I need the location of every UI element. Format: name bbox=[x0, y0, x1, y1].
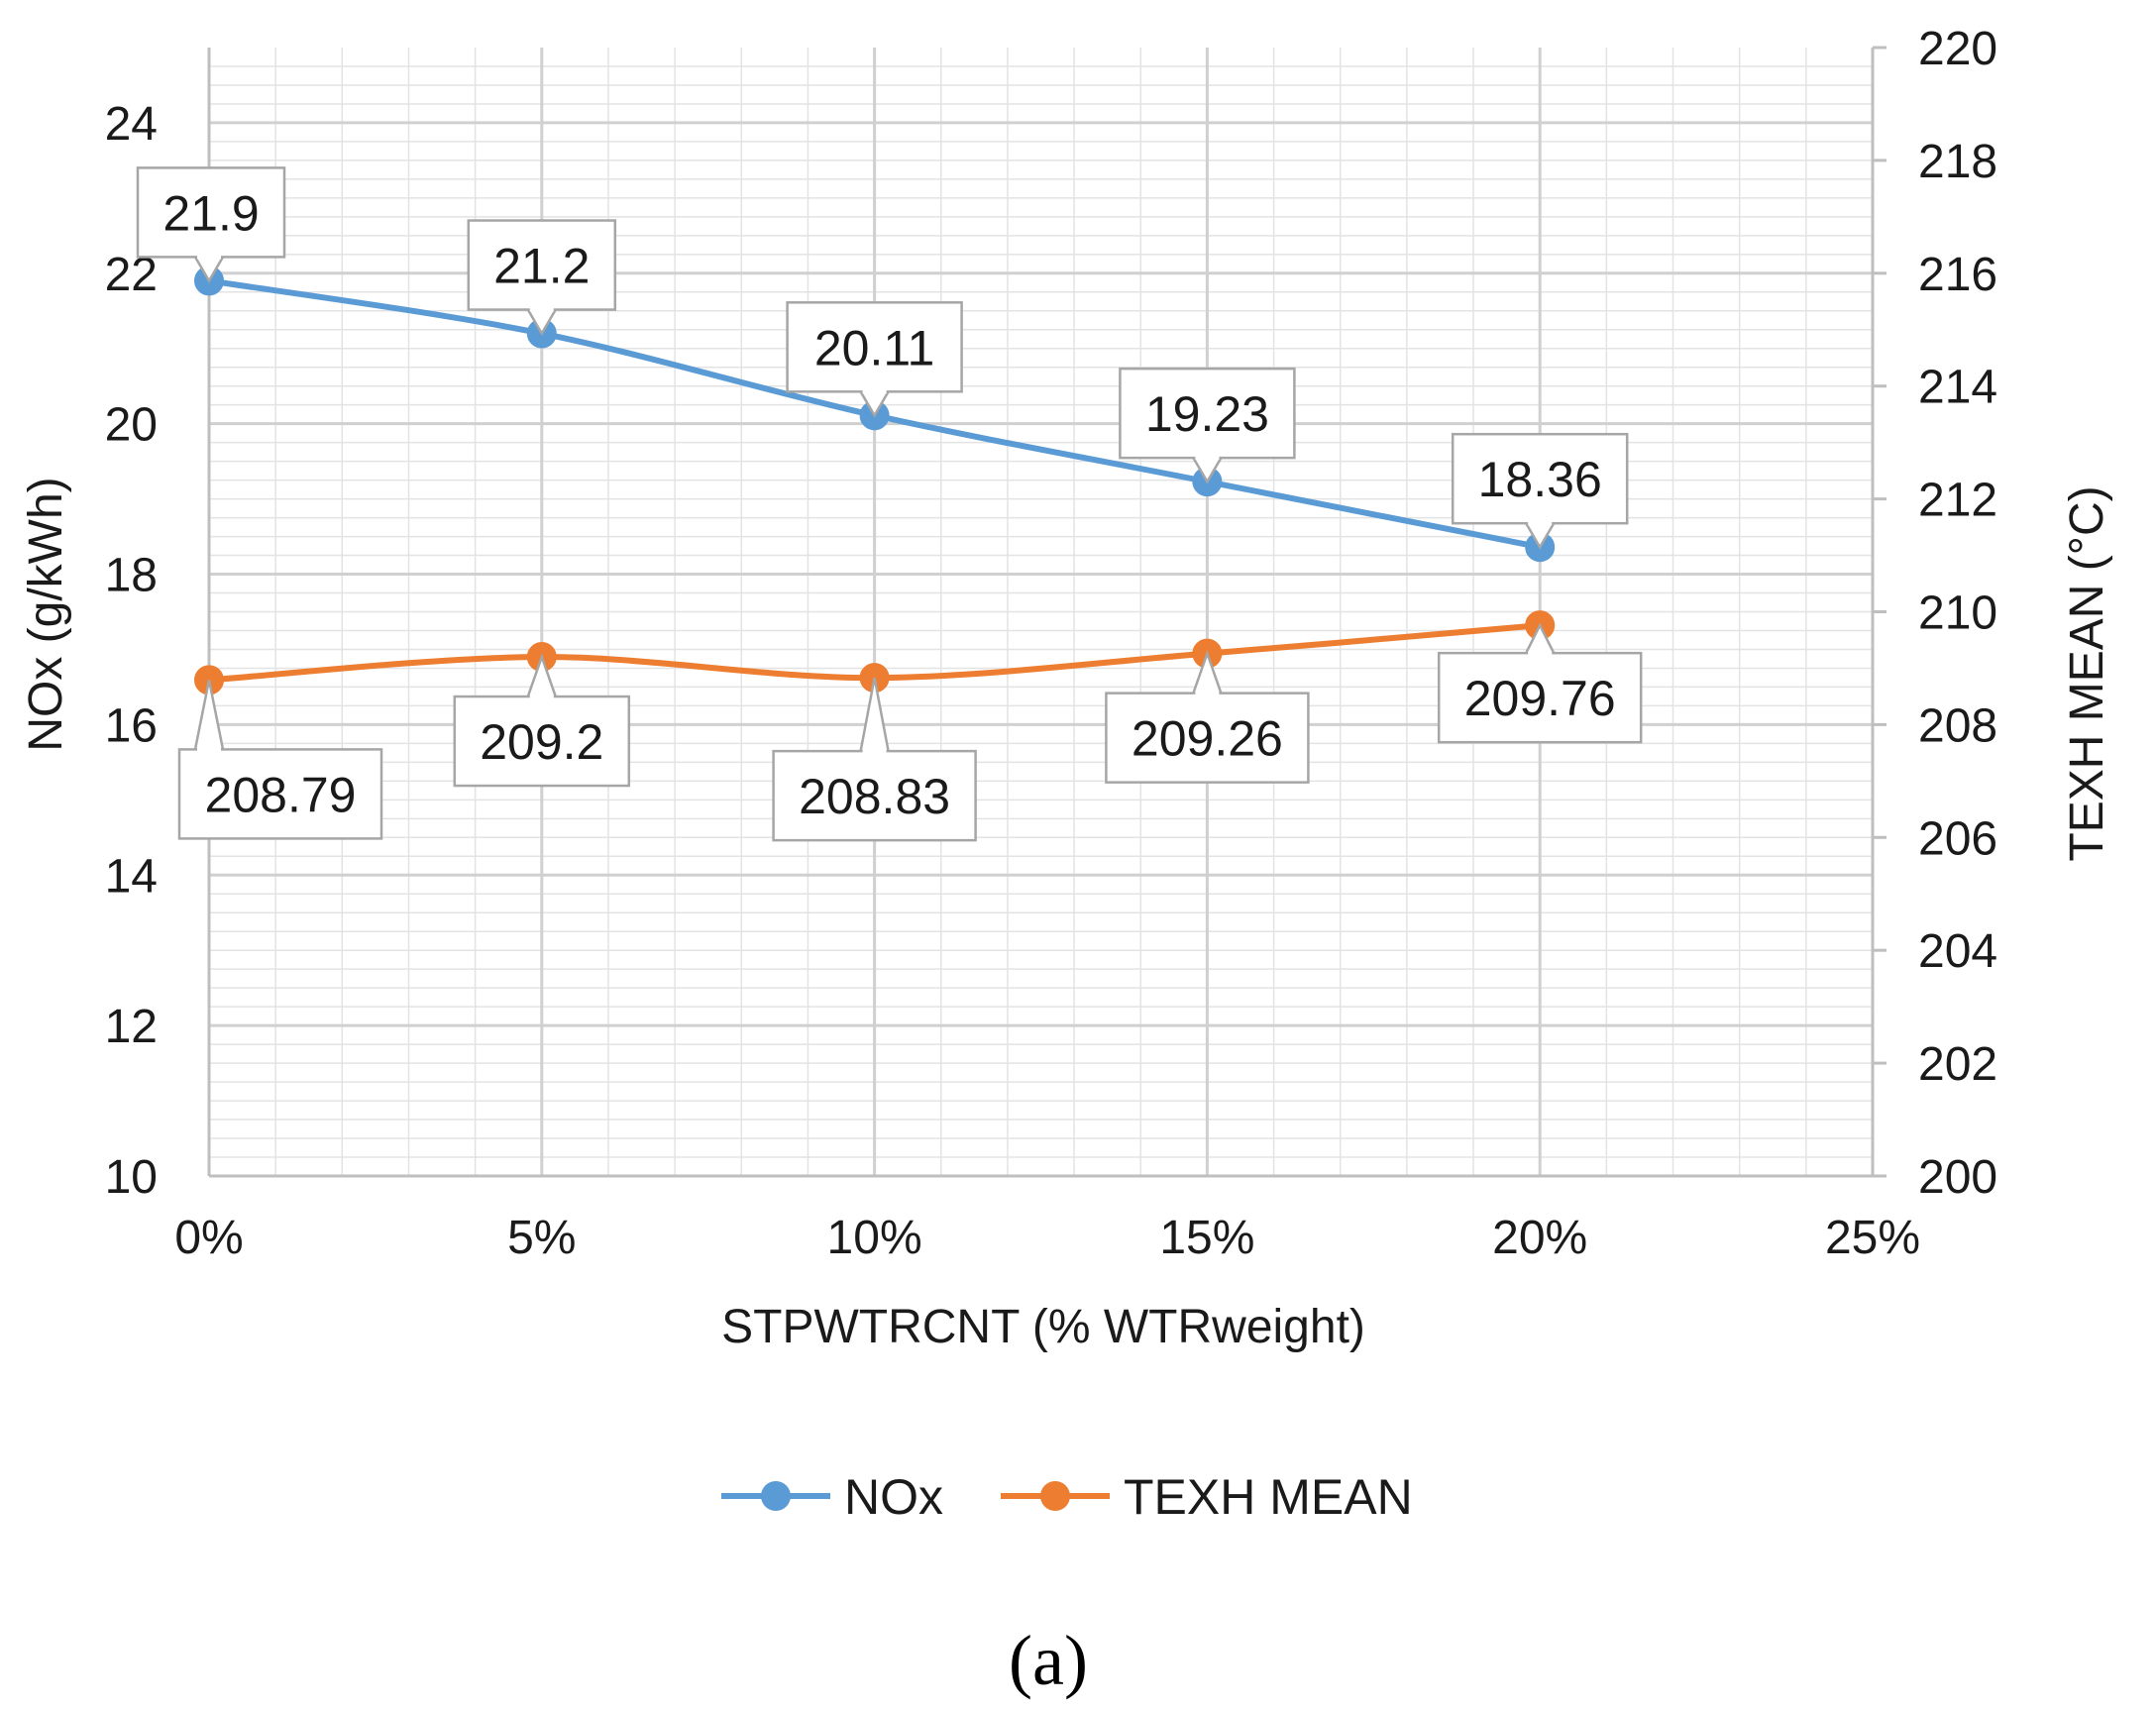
data-label: 21.2 bbox=[467, 219, 617, 337]
data-label: 20.11 bbox=[786, 301, 963, 418]
y2-tick-label: 206 bbox=[1918, 812, 1997, 865]
legend-label-nox: NOx bbox=[844, 1469, 943, 1525]
data-label-text: 209.76 bbox=[1464, 671, 1616, 726]
data-label: 208.83 bbox=[772, 677, 977, 842]
y-tick-label: 10 bbox=[105, 1151, 158, 1204]
y2-tick-label: 218 bbox=[1918, 136, 1997, 188]
data-label: 209.2 bbox=[453, 653, 631, 788]
legend-item-nox: NOx bbox=[721, 1469, 943, 1525]
y2-tick-label: 212 bbox=[1918, 475, 1997, 527]
x-tick-label: 25% bbox=[1825, 1212, 1920, 1264]
tick-labels: 1012141618202224200202204206208210212214… bbox=[105, 23, 1997, 1264]
data-label-box bbox=[1437, 651, 1643, 744]
data-label: 21.9 bbox=[136, 166, 286, 283]
y-tick-label: 14 bbox=[105, 850, 158, 903]
data-label-text: 21.2 bbox=[493, 239, 590, 294]
data-label-text: 18.36 bbox=[1478, 452, 1602, 507]
y2-tick-label: 214 bbox=[1918, 362, 1997, 414]
y-tick-label: 16 bbox=[105, 699, 158, 752]
x-tick-label: 20% bbox=[1492, 1212, 1587, 1264]
data-label-text: 19.23 bbox=[1145, 386, 1269, 442]
figure-caption: (a) bbox=[1009, 1621, 1088, 1700]
x-axis-title: STPWTRCNT (% WTRweight) bbox=[721, 1301, 1365, 1353]
data-label-text: 209.26 bbox=[1132, 711, 1283, 767]
data-label-text: 209.2 bbox=[480, 714, 603, 770]
x-tick-label: 15% bbox=[1159, 1212, 1254, 1264]
y2-tick-label: 220 bbox=[1918, 23, 1997, 75]
legend-swatch-marker bbox=[761, 1481, 791, 1511]
data-label-box bbox=[1451, 432, 1629, 525]
data-label: 19.23 bbox=[1119, 367, 1296, 484]
y2-axis-title: TEXH MEAN (°C) bbox=[2061, 485, 2113, 861]
data-label-box bbox=[453, 695, 631, 788]
y-tick-label: 18 bbox=[105, 550, 158, 602]
data-label: 18.36 bbox=[1451, 432, 1629, 550]
data-label: 209.26 bbox=[1105, 649, 1310, 784]
data-label-box bbox=[786, 301, 963, 393]
data-label-box bbox=[136, 166, 286, 259]
data-label-text: 21.9 bbox=[162, 185, 259, 241]
legend: NOx TEXH MEAN bbox=[721, 1469, 1413, 1525]
legend-label-texh-mean: TEXH MEAN bbox=[1124, 1469, 1413, 1525]
data-label-text: 208.79 bbox=[205, 767, 357, 822]
data-label: 208.79 bbox=[177, 680, 383, 840]
data-label-box bbox=[1119, 367, 1296, 460]
legend-item-texh-mean: TEXH MEAN bbox=[1001, 1469, 1413, 1525]
y-tick-label: 20 bbox=[105, 399, 158, 452]
x-tick-label: 5% bbox=[507, 1212, 576, 1264]
y2-tick-label: 210 bbox=[1918, 588, 1997, 640]
legend-swatch-marker bbox=[1040, 1481, 1070, 1511]
y-axis-title: NOx (g/kWh) bbox=[20, 477, 72, 751]
data-labels: 21.9 21.2 20.11 19.23 18.36 208.79 209.2 208.83… bbox=[136, 166, 1643, 842]
y2-tick-label: 216 bbox=[1918, 249, 1997, 301]
data-label-box bbox=[177, 748, 383, 840]
y2-tick-label: 208 bbox=[1918, 699, 1997, 752]
y-tick-label: 12 bbox=[105, 1001, 158, 1053]
data-label: 209.76 bbox=[1437, 622, 1643, 744]
gridlines bbox=[207, 48, 1875, 1178]
y2-tick-label: 200 bbox=[1918, 1151, 1997, 1204]
x-tick-label: 10% bbox=[827, 1212, 922, 1264]
data-label-text: 20.11 bbox=[814, 320, 934, 375]
y-tick-label: 24 bbox=[105, 98, 158, 151]
data-label-text: 208.83 bbox=[799, 769, 950, 824]
y2-tick-label: 204 bbox=[1918, 925, 1997, 978]
x-tick-label: 0% bbox=[174, 1212, 243, 1264]
y2-tick-label: 202 bbox=[1918, 1038, 1997, 1091]
